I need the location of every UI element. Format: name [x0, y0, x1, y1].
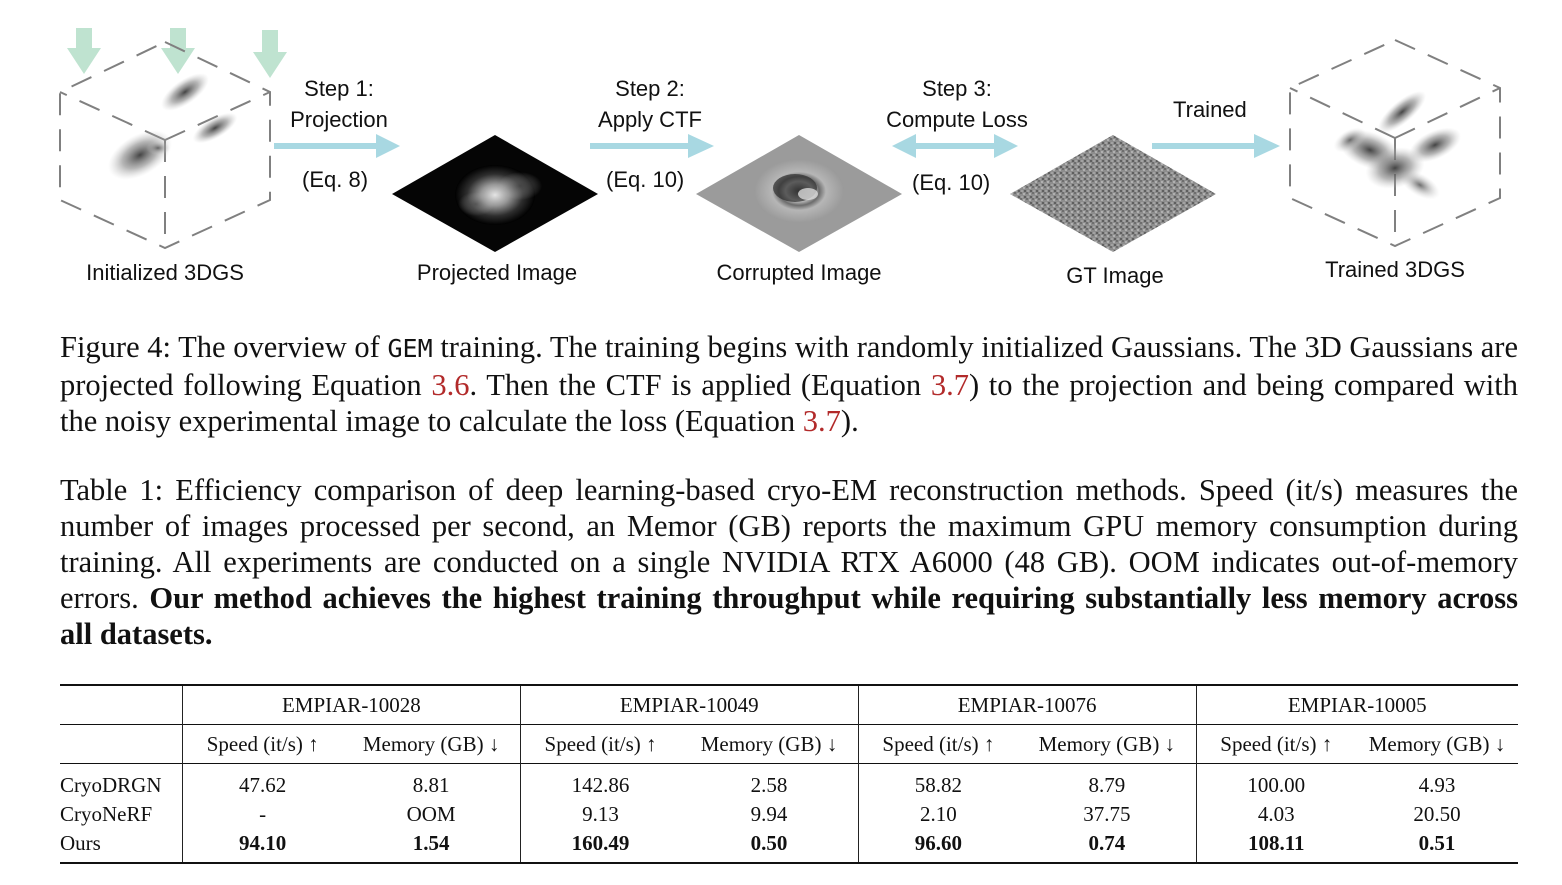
trained-arrow: [1152, 134, 1280, 158]
memory-cell: 8.79: [1018, 763, 1197, 800]
initialized-3dgs-label: Initialized 3DGS: [86, 260, 244, 285]
overview-figure: Step 1: Projection (Eq. 8) Step 2: Apply…: [0, 0, 1562, 310]
speed-cell: 58.82: [857, 763, 1019, 800]
table-caption: Table 1: Efficiency comparison of deep l…: [60, 472, 1518, 652]
memory-cell: 0.50: [680, 828, 859, 864]
corrupted-image: [696, 135, 902, 252]
method-name: CryoNeRF: [60, 801, 153, 826]
method-name-code: GEM: [387, 334, 433, 363]
memory-cell: 8.81: [342, 763, 521, 800]
memory-cell: 4.93: [1355, 763, 1518, 800]
memory-cell: 0.51: [1355, 828, 1518, 864]
dataset-header-row: EMPIAR-10028 EMPIAR-10049 EMPIAR-10076 E…: [60, 684, 1518, 725]
gt-image: [1010, 135, 1216, 252]
step3-subtitle: Compute Loss: [886, 107, 1028, 132]
memory-header: Memory (GB) ↓: [342, 724, 521, 764]
speed-header: Speed (it/s) ↑: [857, 724, 1019, 764]
step2-arrow: [590, 134, 714, 158]
down-arrow-icon: [161, 28, 195, 74]
speed-cell: 2.10: [857, 800, 1019, 828]
empty-header-cell: [60, 684, 183, 725]
memory-cell: 1.54: [342, 828, 521, 864]
table-row: Ours 94.10 1.54 160.49 0.50 96.60 0.74 1…: [60, 828, 1518, 864]
figure-caption-text: . Then the CTF is applied (Equation: [469, 368, 931, 402]
memory-cell: 9.94: [750, 801, 788, 826]
step1-equation: (Eq. 8): [302, 167, 369, 192]
empty-header-cell: [60, 724, 183, 764]
memory-cell: 2.58: [680, 763, 859, 800]
step2-label: Step 2: Apply CTF: [582, 73, 718, 135]
memory-cell: 0.74: [1018, 828, 1197, 864]
method-name: Ours: [60, 828, 183, 864]
projection-direction-arrows: [67, 28, 287, 78]
equation-link[interactable]: 3.7: [930, 368, 969, 402]
table-row: CryoNeRF - OOM 9.13 9.94 2.10 37.75 4.03…: [60, 800, 1518, 828]
step2-title: Step 2:: [615, 76, 685, 101]
speed-cell: 94.10: [181, 828, 343, 864]
trained-3dgs-label: Trained 3DGS: [1325, 257, 1465, 282]
memory-header: Memory (GB) ↓: [680, 724, 859, 764]
speed-cell: 142.86: [519, 763, 681, 800]
table-caption-emphasis: Our method achieves the highest training…: [60, 581, 1518, 651]
figure-caption-prefix: Figure 4: The overview of: [60, 330, 388, 364]
step1-title: Step 1:: [304, 76, 374, 101]
down-arrow-icon: [67, 28, 101, 74]
speed-header: Speed (it/s) ↑: [1195, 724, 1356, 764]
corrupted-image-label: Corrupted Image: [716, 260, 882, 285]
step1-subtitle: Projection: [290, 107, 388, 132]
step2-equation: (Eq. 10): [606, 167, 685, 192]
down-arrow-icon: [253, 30, 287, 78]
equation-link[interactable]: 3.6: [431, 368, 470, 402]
trained-step-label: Trained: [1173, 97, 1247, 122]
table-row: CryoDRGN 47.62 8.81 142.86 2.58 58.82 8.…: [60, 763, 1518, 800]
trained-3dgs-cube: [1289, 38, 1501, 248]
speed-header: Speed (it/s) ↑: [519, 724, 681, 764]
metric-header-row: Speed (it/s) ↑ Memory (GB) ↓ Speed (it/s…: [60, 724, 1518, 764]
step3-equation: (Eq. 10): [912, 170, 991, 195]
speed-header: Speed (it/s) ↑: [181, 724, 343, 764]
dataset-header: EMPIAR-10028: [181, 684, 521, 725]
memory-cell: 37.75: [1083, 801, 1131, 826]
dataset-header: EMPIAR-10005: [1195, 684, 1518, 725]
efficiency-table: EMPIAR-10028 EMPIAR-10049 EMPIAR-10076 E…: [60, 684, 1518, 864]
memory-cell: OOM: [406, 801, 456, 826]
table-caption-text: Table 1: Efficiency comparison of deep l…: [60, 473, 1518, 615]
speed-cell: 100.00: [1195, 763, 1356, 800]
speed-cell: 4.03: [1195, 800, 1356, 828]
speed-cell: 160.49: [519, 828, 681, 864]
step3-double-arrow: [892, 134, 1018, 158]
memory-cell: 20.50: [1413, 801, 1461, 826]
figure-caption-text: training. The training begins with rando…: [60, 330, 1518, 402]
step3-title: Step 3:: [922, 76, 992, 101]
method-name: CryoDRGN: [60, 763, 183, 800]
speed-cell: -: [181, 800, 343, 828]
speed-cell: 9.13: [519, 800, 681, 828]
gt-image-label: GT Image: [1066, 263, 1164, 288]
step1-label: Step 1: Projection: [274, 73, 404, 135]
dataset-header: EMPIAR-10076: [857, 684, 1197, 725]
projected-image-label: Projected Image: [416, 260, 578, 285]
figure-caption: Figure 4: The overview of GEM training. …: [60, 329, 1518, 439]
figure-caption-text: ).: [840, 404, 859, 438]
speed-cell: 96.60: [857, 828, 1019, 864]
step3-label: Step 3: Compute Loss: [872, 73, 1042, 135]
step1-arrow: [274, 134, 400, 158]
pipeline-diagram: [59, 28, 1501, 252]
dataset-header: EMPIAR-10049: [519, 684, 859, 725]
projected-image: [392, 135, 598, 252]
memory-header: Memory (GB) ↓: [1355, 724, 1518, 764]
initialized-gaussians: [108, 73, 238, 180]
equation-link[interactable]: 3.7: [802, 404, 841, 438]
speed-cell: 47.62: [181, 763, 343, 800]
trained-gaussians: [1333, 90, 1462, 200]
figure-caption-text: ) to the projection and being compared w…: [60, 368, 1519, 438]
step2-subtitle: Apply CTF: [598, 107, 702, 132]
memory-header: Memory (GB) ↓: [1018, 724, 1197, 764]
speed-cell: 108.11: [1195, 828, 1356, 864]
